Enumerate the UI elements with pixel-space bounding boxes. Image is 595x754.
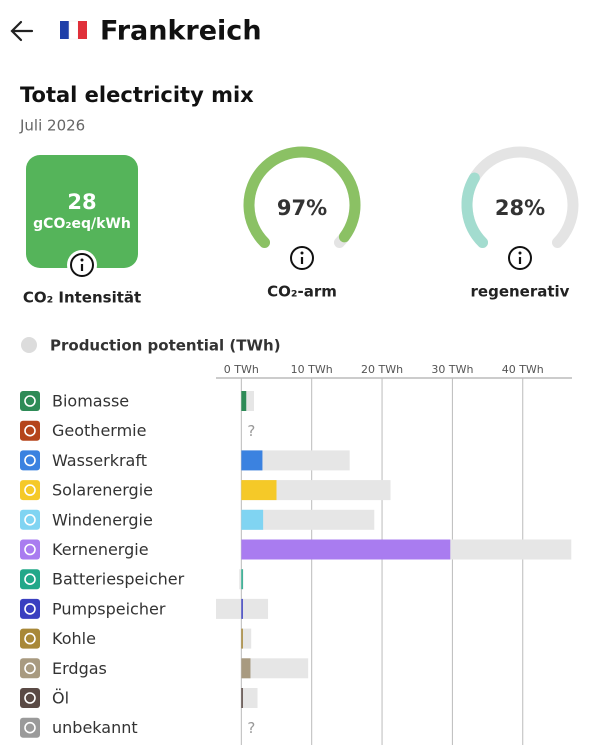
- category-icon-glyph: [24, 543, 36, 556]
- category-icon: [20, 598, 40, 619]
- production-bar: [241, 509, 264, 530]
- section-title: Total electricity mix: [20, 83, 254, 107]
- category-icon-glyph: [24, 513, 36, 526]
- category-icon: [20, 688, 40, 708]
- info-icon: [508, 246, 532, 270]
- category-icon-glyph: [24, 454, 36, 467]
- category-icon-glyph: [24, 424, 36, 437]
- category-icon: [20, 509, 40, 530]
- category-label: Geothermie: [52, 421, 146, 440]
- category-icon: [20, 480, 40, 501]
- back-button[interactable]: [10, 20, 34, 42]
- production-bar: [241, 539, 451, 560]
- production-bar: [241, 688, 243, 708]
- category-icon: [20, 391, 40, 411]
- chart: Production potential (TWh) 0 TWh 10 TWh 20 …: [20, 337, 572, 745]
- category-icon-glyph: [24, 662, 36, 675]
- info-icon: [80, 258, 84, 262]
- gauge-label: regenerativ: [471, 283, 570, 301]
- category-label: Erdgas: [52, 659, 107, 678]
- category-icon: [20, 658, 40, 679]
- intensity-label: CO₂ Intensität: [23, 289, 141, 307]
- category-label: Biomasse: [52, 392, 129, 411]
- legend-label: Production potential (TWh): [50, 337, 281, 355]
- info-icon: [518, 251, 522, 255]
- category-icon: [20, 420, 40, 441]
- potential-bar: [241, 509, 375, 530]
- category-icon-glyph: [24, 573, 36, 586]
- category-label: Batteriespeicher: [52, 570, 185, 589]
- gauge-arc: [243, 146, 361, 248]
- category-icon: [20, 628, 40, 649]
- category-icon: [20, 569, 40, 590]
- x-tick-label: 0 TWh: [224, 363, 259, 376]
- unknown-label: ?: [247, 719, 255, 737]
- page-title: Frankreich: [100, 16, 262, 47]
- gauge-value: 28%: [495, 196, 545, 220]
- potential-bar: [241, 450, 350, 471]
- category-icon-glyph: [24, 484, 36, 496]
- category-label: unbekannt: [52, 718, 138, 737]
- category-icon: [20, 717, 40, 738]
- category-icon-glyph: [24, 603, 36, 615]
- info-icon: [70, 253, 94, 277]
- intensity-card: [26, 155, 138, 268]
- potential-bar: [241, 628, 252, 649]
- production-bar: [241, 658, 251, 679]
- category-label: Öl: [52, 689, 69, 708]
- category-icon: [20, 539, 40, 560]
- info-icon: [300, 251, 304, 255]
- production-bar: [241, 391, 247, 411]
- potential-bar: [241, 480, 391, 501]
- potential-bar: [241, 658, 309, 679]
- production-bar: [241, 569, 243, 590]
- intensity-unit: gCO₂eq/kWh: [33, 216, 131, 232]
- gauge-arc: [461, 172, 489, 248]
- info-icon: [290, 246, 314, 270]
- production-bar: [241, 480, 277, 501]
- x-tick-label: 40 TWh: [502, 363, 544, 376]
- flag: [60, 20, 87, 40]
- unknown-label: ?: [247, 422, 255, 440]
- category-icon-glyph: [24, 632, 36, 645]
- category-label: Solarenergie: [52, 481, 153, 500]
- legend-marker: [21, 337, 37, 353]
- gauge-value: 97%: [277, 196, 327, 220]
- production-bar: [241, 450, 263, 471]
- category-icon-glyph: [24, 721, 36, 734]
- x-tick-label: 30 TWh: [431, 363, 473, 376]
- category-icon: [20, 450, 40, 471]
- category-label: Pumpspeicher: [52, 599, 166, 618]
- date: Juli 2026: [19, 117, 85, 135]
- intensity-value: 28: [67, 190, 96, 214]
- category-label: Windenergie: [52, 510, 153, 529]
- potential-bar: [241, 688, 258, 708]
- category-icon-glyph: [24, 395, 36, 407]
- production-bar: [241, 598, 243, 619]
- x-tick-label: 10 TWh: [291, 363, 333, 376]
- category-label: Kohle: [52, 629, 96, 648]
- category-label: Kernenergie: [52, 540, 149, 559]
- app-bar: [0, 0, 595, 74]
- category-label: Wasserkraft: [52, 451, 147, 470]
- x-tick-label: 20 TWh: [361, 363, 403, 376]
- category-icon-glyph: [24, 692, 36, 704]
- production-bar: [241, 628, 243, 649]
- gauge-label: CO₂-arm: [267, 283, 337, 301]
